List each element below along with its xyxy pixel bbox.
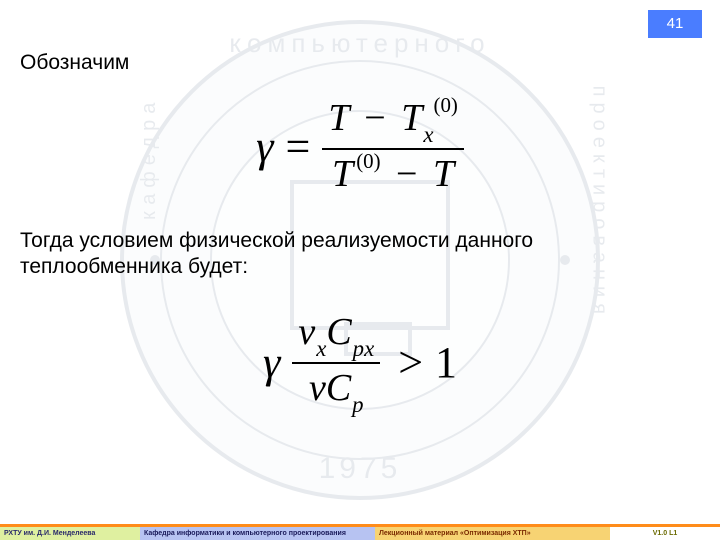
eq1-num-Tx: Tx(0) [401, 97, 458, 139]
content-area: Обозначим γ = T − Tx(0) T(0) − T Тогда у… [20, 50, 700, 416]
watermark-year: 1975 [120, 452, 600, 486]
eq2-bar [292, 362, 380, 364]
eq1-equals: = [280, 121, 317, 172]
eq1-num-minus: − [358, 97, 391, 139]
page-number-badge: 41 [648, 10, 702, 38]
condition-text: Тогда условием физической реализуемости … [20, 228, 700, 281]
eq2-gamma: γ [257, 337, 286, 388]
slide: компьютерного 1975 кафедра проектировани… [0, 0, 720, 540]
eq2-gt: > [386, 337, 429, 388]
footer-cell-1: РХТУ им. Д.И. Менделеева [0, 527, 140, 540]
eq2-num-C: Cpx [326, 311, 374, 353]
eq1-denominator: T(0) − T [326, 152, 460, 198]
footer-cell-4: V1.0 L1 [610, 527, 720, 540]
eq2-den-C: Cp [326, 367, 364, 409]
eq2-fraction: vxCpx vCp [286, 310, 386, 415]
eq1-numerator: T − Tx(0) [322, 96, 464, 146]
equation-2: γ vxCpx vCp > 1 [20, 310, 700, 415]
eq1-gamma: γ [250, 121, 279, 172]
eq1-fraction: T − Tx(0) T(0) − T [316, 96, 470, 197]
eq2-numerator: vxCpx [292, 310, 380, 360]
eq2-den-v: v [309, 367, 326, 409]
equation-1: γ = T − Tx(0) T(0) − T [20, 96, 700, 197]
footer-cell-2: Кафедра информатики и компьютерного прое… [140, 527, 375, 540]
footer: РХТУ им. Д.И. Менделеева Кафедра информа… [0, 522, 720, 540]
eq1-den-T: T [433, 153, 454, 195]
intro-text: Обозначим [20, 50, 700, 76]
eq1-num-T: T [328, 97, 348, 139]
eq1-den-minus: − [390, 153, 423, 195]
eq2-num-v: vx [298, 311, 326, 353]
footer-row: РХТУ им. Д.И. Менделеева Кафедра информа… [0, 527, 720, 540]
eq1-bar [322, 148, 464, 150]
footer-cell-3: Лекционный материал «Оптимизация ХТП» [375, 527, 610, 540]
eq1-den-T0: T(0) [332, 153, 381, 195]
eq2-one: 1 [429, 337, 463, 388]
eq2-denominator: vCp [303, 366, 370, 416]
